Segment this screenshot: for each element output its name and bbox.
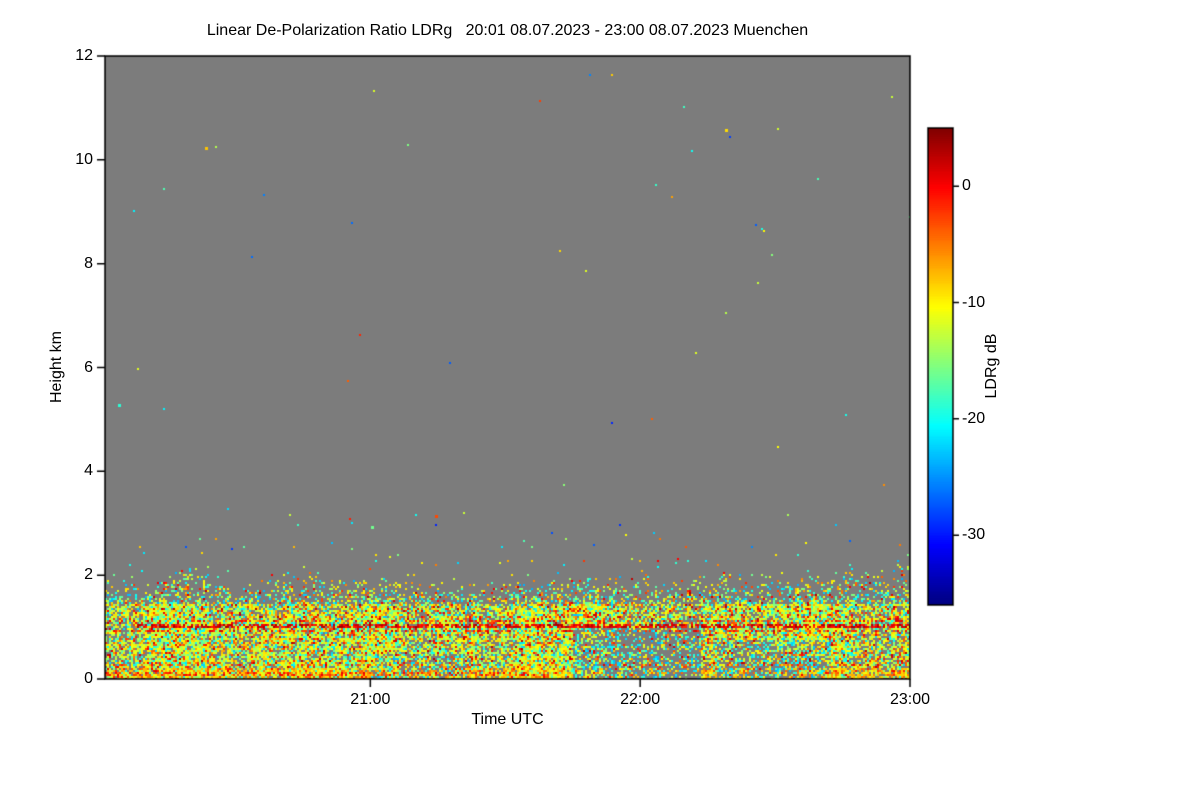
chart-title: Linear De-Polarization Ratio LDRg 20:01 … [206, 22, 809, 39]
y-tick-label: 8 [84, 254, 93, 272]
y-tick-label: 4 [84, 462, 93, 480]
colorbar-tick-label: -10 [962, 293, 986, 311]
colorbar-label: LDRg dB [983, 333, 1000, 399]
colorbar-gradient-canvas [928, 128, 953, 605]
y-tick-label: 0 [84, 670, 93, 687]
colorbar-tick-label: 0 [962, 177, 971, 195]
y-tick-label: 10 [75, 150, 93, 168]
colorbar-tick-label: -20 [962, 409, 986, 427]
y-tick-label: 6 [84, 358, 93, 376]
y-tick-label: 2 [84, 566, 93, 584]
x-tick-label: 22:00 [620, 691, 661, 708]
x-tick-label: 21:00 [350, 691, 391, 708]
x-axis-label: Time UTC [471, 711, 544, 728]
colorbar-tick-label: -30 [962, 526, 986, 544]
heatmap-canvas [105, 56, 910, 679]
x-tick-label: 23:00 [889, 691, 931, 708]
y-tick-label: 12 [75, 47, 93, 64]
